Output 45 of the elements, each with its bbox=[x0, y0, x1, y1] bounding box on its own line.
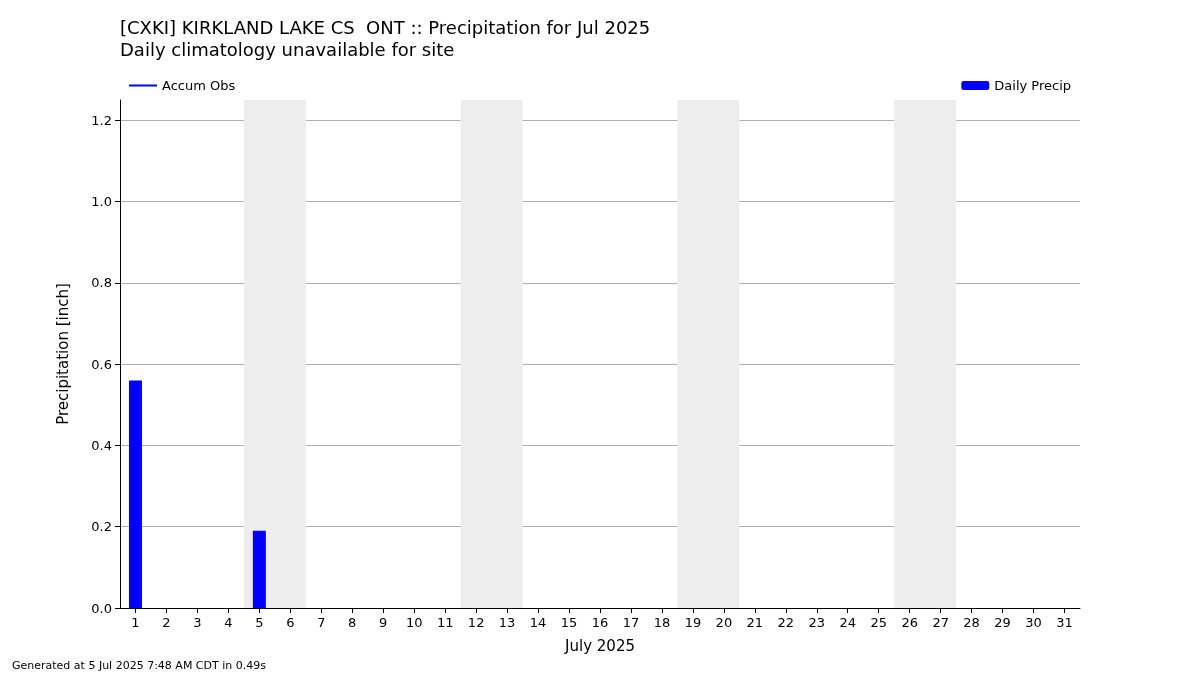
x-tick-label: 6 bbox=[286, 615, 295, 630]
y-tick-label: 0.6 bbox=[91, 356, 112, 372]
x-tick-label: 24 bbox=[839, 615, 857, 630]
y-tick-label: 1.0 bbox=[91, 194, 112, 210]
y-tick-label: 0.8 bbox=[91, 275, 112, 291]
x-tick-label: 22 bbox=[777, 615, 795, 630]
x-tick-label: 7 bbox=[317, 615, 326, 630]
y-tick-label: 1.2 bbox=[91, 112, 112, 128]
x-tick-label: 9 bbox=[379, 615, 388, 630]
x-tick-label: 20 bbox=[715, 615, 733, 630]
x-tick-label: 16 bbox=[591, 615, 609, 630]
chart-title: [CXKI] KIRKLAND LAKE CS ONT :: Precipitation for Jul 2025 bbox=[120, 16, 651, 38]
x-tick-label: 10 bbox=[405, 615, 423, 630]
x-tick-label: 27 bbox=[932, 615, 949, 630]
x-tick-label: 12 bbox=[467, 615, 485, 630]
x-tick-label: 30 bbox=[1025, 615, 1042, 630]
x-tick-label: 8 bbox=[348, 615, 357, 630]
x-tick-label: 13 bbox=[498, 615, 516, 630]
x-tick-label: 21 bbox=[746, 615, 764, 630]
chart-subtitle: Daily climatology unavailable for site bbox=[120, 38, 455, 60]
y-tick-label: 0.2 bbox=[91, 519, 112, 535]
y-tick-label: 0.4 bbox=[91, 437, 112, 453]
x-tick-label: 11 bbox=[436, 615, 454, 630]
x-tick-label: 4 bbox=[224, 615, 233, 630]
x-tick-label: 25 bbox=[870, 615, 887, 630]
y-axis-title: Precipitation [inch] bbox=[53, 283, 72, 425]
x-tick-label: 15 bbox=[560, 615, 578, 630]
x-axis-title: July 2025 bbox=[564, 636, 635, 655]
x-tick-label: 28 bbox=[963, 615, 980, 630]
x-tick-label: 2 bbox=[162, 615, 171, 630]
x-tick-label: 1 bbox=[131, 615, 140, 630]
x-tick-label: 31 bbox=[1056, 615, 1073, 630]
x-tick-label: 14 bbox=[529, 615, 547, 630]
x-tick-label: 23 bbox=[808, 615, 826, 630]
x-tick-label: 17 bbox=[622, 615, 640, 630]
x-tick-label: 19 bbox=[684, 615, 702, 630]
x-tick-label: 26 bbox=[901, 615, 918, 630]
x-tick-label: 29 bbox=[994, 615, 1011, 630]
y-tick-label: 0.0 bbox=[91, 600, 112, 616]
legend-label: Accum Obs bbox=[162, 78, 236, 93]
x-tick-label: 5 bbox=[255, 615, 264, 630]
x-tick-label: 18 bbox=[653, 615, 671, 630]
x-tick-label: 3 bbox=[193, 615, 202, 630]
text: Generated at 5 Jul 2025 7:48 AM CDT in 0.49s bbox=[12, 659, 267, 672]
legend-label: Daily Precip bbox=[994, 78, 1072, 93]
